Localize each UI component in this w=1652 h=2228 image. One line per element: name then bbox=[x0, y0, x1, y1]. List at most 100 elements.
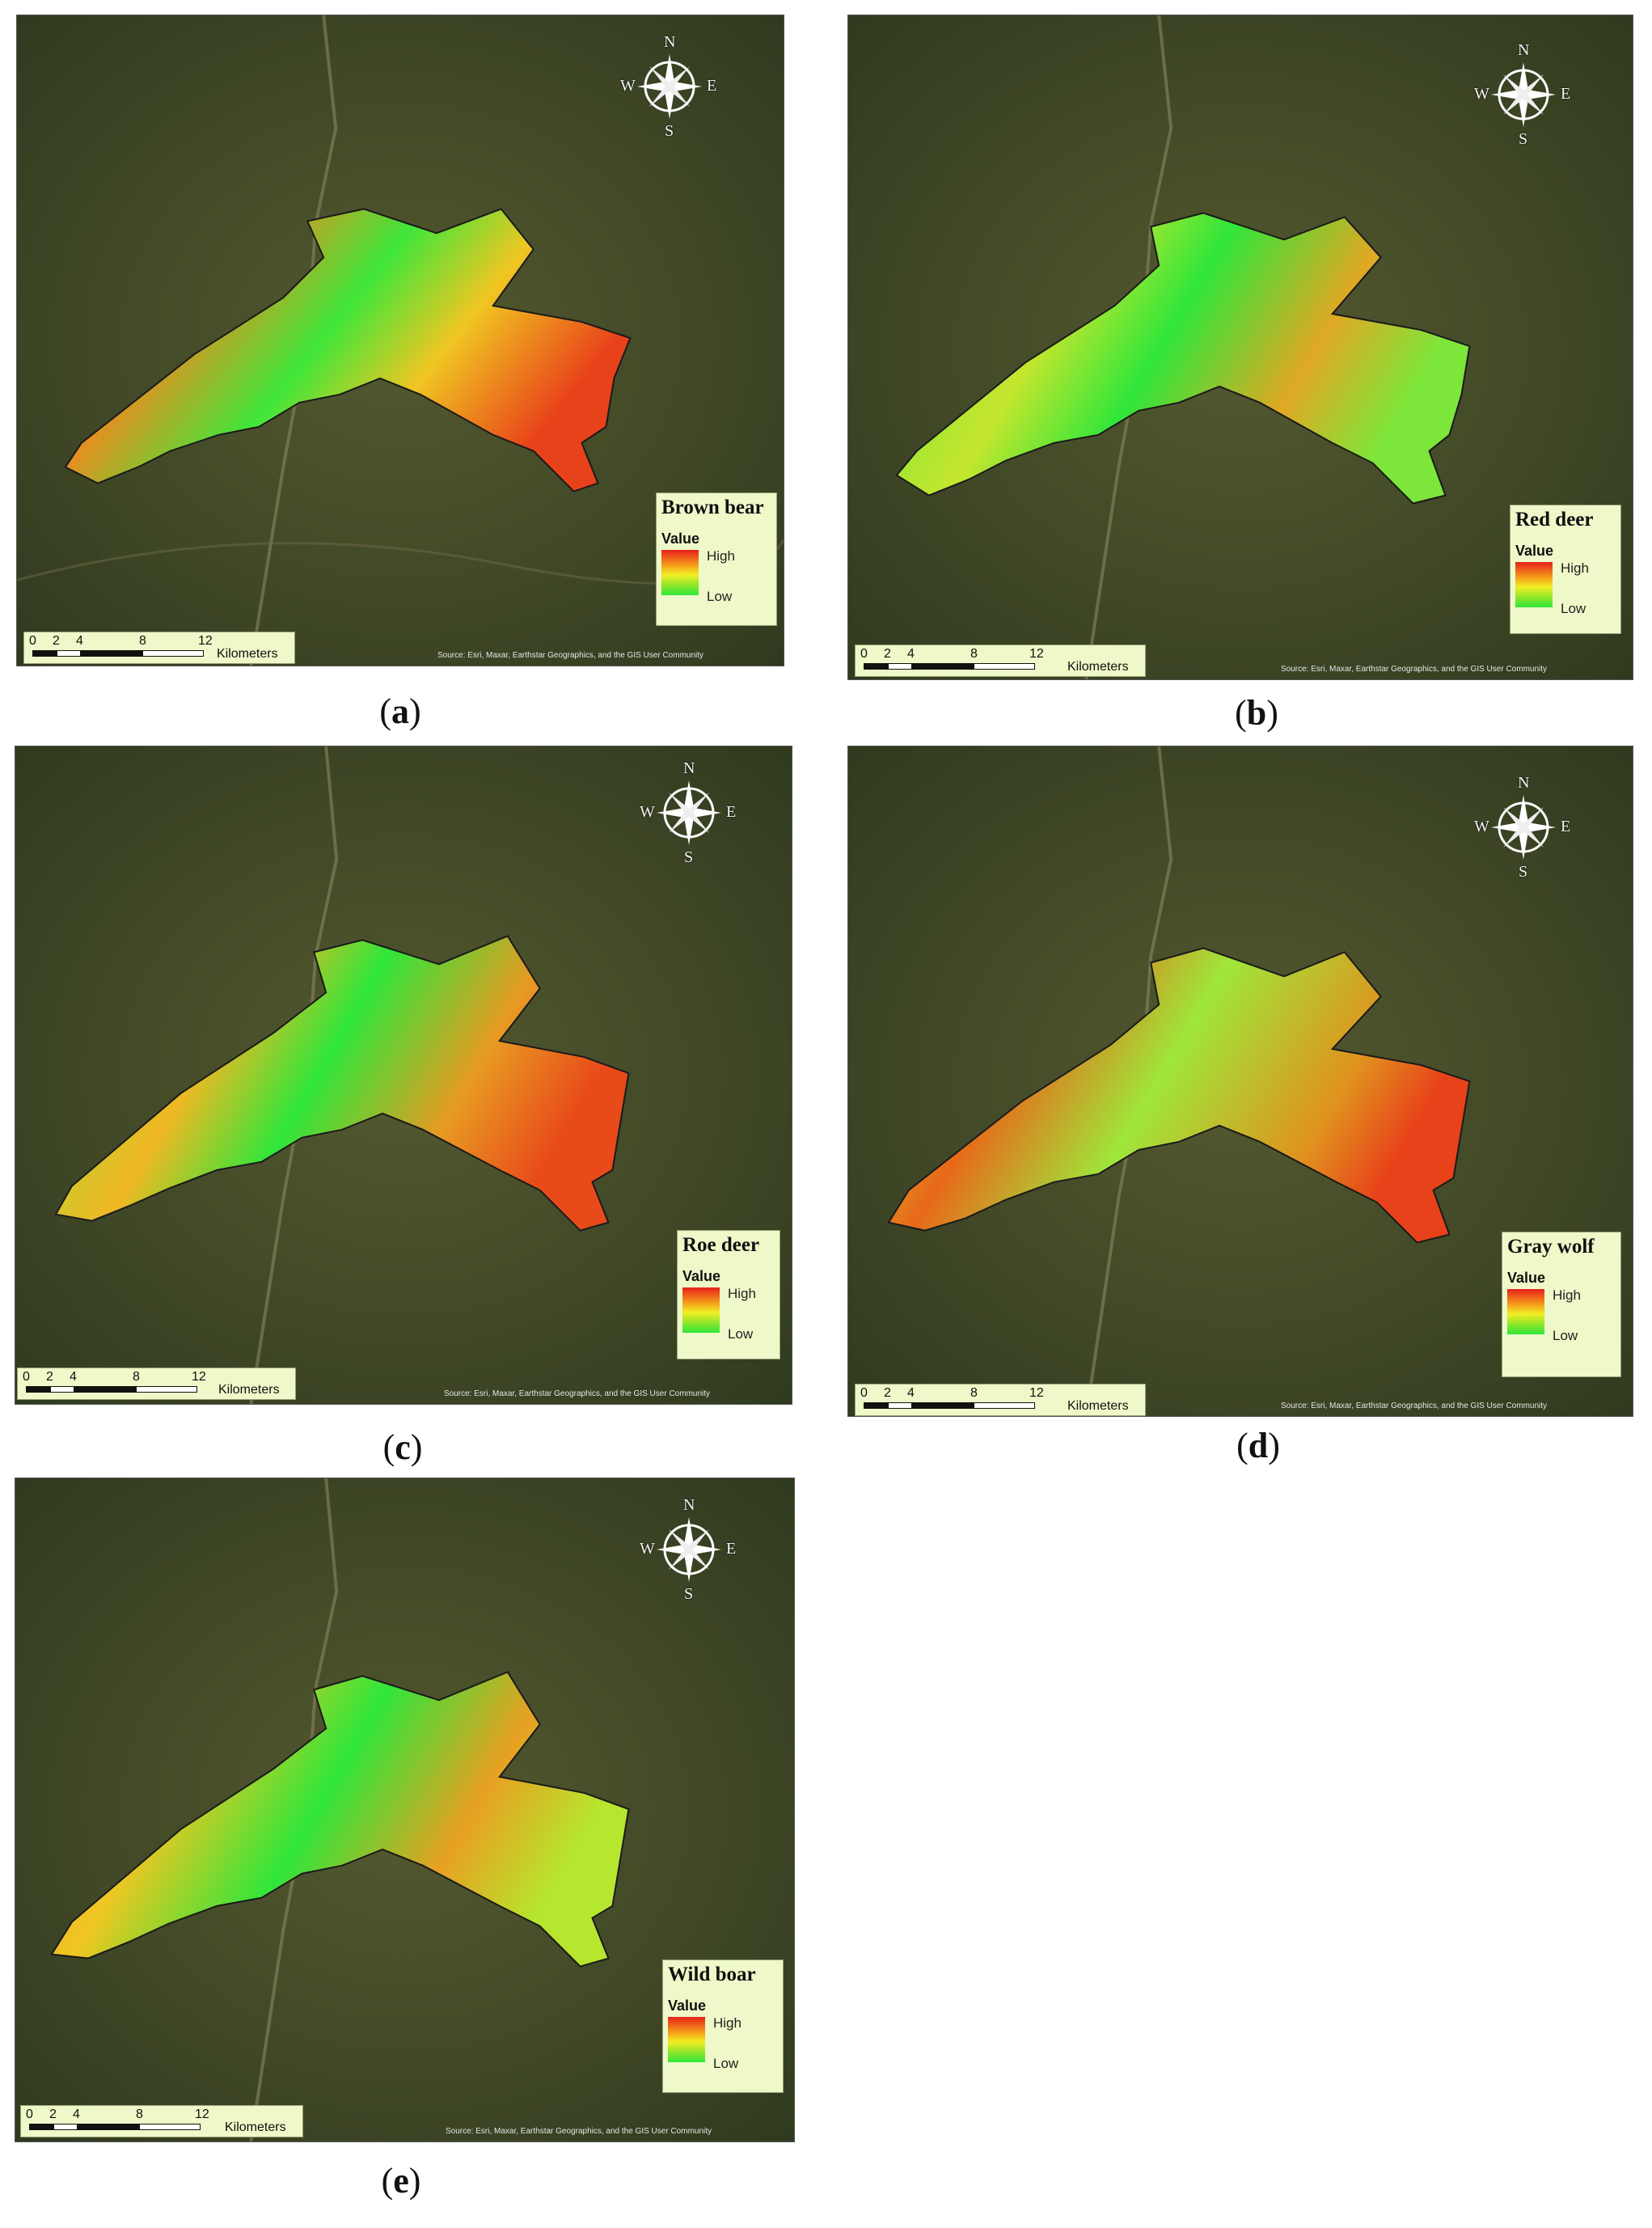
scale-bar-segment bbox=[888, 663, 912, 670]
legend: Gray wolf Value High Low bbox=[1502, 1232, 1621, 1377]
scale-tick: 0 bbox=[29, 634, 36, 648]
legend-low-label: Low bbox=[1561, 601, 1587, 616]
compass-west: W bbox=[640, 803, 655, 821]
compass-west: W bbox=[620, 77, 636, 95]
scale-tick: 12 bbox=[192, 1370, 206, 1384]
satellite-map: N S W E Brown bear Value High Low 0 2 4 … bbox=[16, 15, 784, 666]
scale-bar-segment bbox=[864, 1402, 888, 1409]
compass-east: E bbox=[726, 803, 737, 821]
legend-high-label: High bbox=[728, 1286, 756, 1301]
terrain-basemap bbox=[848, 15, 1633, 679]
scale-tick: 0 bbox=[860, 647, 868, 661]
panel-caption: (a) bbox=[379, 691, 421, 731]
legend-value-label: Value bbox=[1515, 543, 1554, 559]
habitat-suitability-area bbox=[895, 212, 1471, 505]
scale-tick: 8 bbox=[970, 1386, 978, 1400]
habitat-suitability-area bbox=[54, 935, 630, 1232]
scale-bar: 0 2 4 8 12 Kilometers bbox=[17, 1368, 296, 1400]
legend-value-label: Value bbox=[682, 1268, 721, 1284]
scale-tick: 0 bbox=[860, 1386, 868, 1400]
scale-tick: 4 bbox=[73, 2108, 80, 2121]
compass-east: E bbox=[1561, 818, 1571, 835]
satellite-map: N S W E Wild boar Value High Low 0 2 4 8… bbox=[15, 1478, 795, 2142]
scale-bar-segment bbox=[912, 663, 974, 670]
legend-low-label: Low bbox=[1553, 1328, 1578, 1343]
legend-high-label: High bbox=[1553, 1287, 1581, 1303]
color-ramp bbox=[661, 550, 699, 595]
compass-north: N bbox=[1518, 774, 1530, 792]
compass-north: N bbox=[1518, 41, 1530, 59]
legend-low-label: Low bbox=[728, 1326, 754, 1342]
compass-rose-icon: N S W E bbox=[1474, 774, 1571, 881]
scale-bar-segment bbox=[53, 2124, 78, 2130]
scale-tick: 12 bbox=[1029, 647, 1044, 661]
habitat-suitability-area bbox=[887, 947, 1471, 1244]
color-ramp bbox=[1515, 562, 1553, 607]
map-attribution: Source: Esri, Maxar, Earthstar Geographi… bbox=[437, 651, 704, 660]
terrain-basemap bbox=[15, 746, 792, 1404]
scale-bar-segment bbox=[864, 663, 888, 670]
legend-high-label: High bbox=[707, 548, 735, 564]
compass-south: S bbox=[665, 122, 674, 140]
scale-unit: Kilometers bbox=[218, 1383, 280, 1397]
scale-bar-segment bbox=[139, 2124, 201, 2130]
compass-rose-icon: N S W E bbox=[1474, 41, 1571, 148]
scale-tick: 0 bbox=[26, 2108, 33, 2121]
satellite-map: N S W E Gray wolf Value High Low 0 2 4 8… bbox=[847, 746, 1633, 1417]
scale-bar-segment bbox=[974, 663, 1035, 670]
legend-low-label: Low bbox=[707, 589, 733, 604]
scale-tick: 12 bbox=[195, 2108, 209, 2121]
scale-unit: Kilometers bbox=[225, 2120, 286, 2134]
compass-east: E bbox=[726, 1540, 737, 1558]
panel-caption: (c) bbox=[382, 1427, 423, 1467]
legend-species-title: Roe deer bbox=[682, 1234, 760, 1256]
scale-tick: 4 bbox=[907, 647, 915, 661]
scale-bar-segment bbox=[912, 1402, 974, 1409]
legend-species-title: Red deer bbox=[1515, 509, 1594, 531]
scale-tick: 0 bbox=[23, 1370, 30, 1384]
map-panel-a: N S W E Brown bear Value High Low 0 2 4 … bbox=[16, 15, 784, 731]
legend-high-label: High bbox=[1561, 560, 1589, 576]
map-panel-d: N S W E Gray wolf Value High Low 0 2 4 8… bbox=[847, 746, 1633, 1465]
compass-east: E bbox=[1561, 85, 1571, 103]
compass-west: W bbox=[640, 1540, 655, 1558]
compass-south: S bbox=[684, 848, 694, 866]
scale-tick: 2 bbox=[884, 1386, 891, 1400]
legend: Brown bear Value High Low bbox=[656, 493, 777, 626]
scale-tick: 4 bbox=[76, 634, 83, 648]
legend-low-label: Low bbox=[713, 2056, 739, 2071]
scale-bar-segment bbox=[888, 1402, 912, 1409]
legend: Wild boar Value High Low bbox=[662, 1960, 784, 2093]
scale-bar-segment bbox=[142, 650, 204, 657]
legend-species-title: Gray wolf bbox=[1507, 1236, 1595, 1258]
color-ramp bbox=[682, 1287, 720, 1333]
map-attribution: Source: Esri, Maxar, Earthstar Geographi… bbox=[1281, 665, 1548, 674]
map-attribution: Source: Esri, Maxar, Earthstar Geographi… bbox=[444, 1389, 711, 1398]
habitat-suitability-area bbox=[50, 1671, 630, 1968]
compass-west: W bbox=[1474, 818, 1489, 835]
scale-bar-segment bbox=[81, 650, 142, 657]
scale-tick: 8 bbox=[139, 634, 146, 648]
compass-north: N bbox=[683, 1496, 695, 1514]
legend: Red deer Value High Low bbox=[1510, 505, 1621, 634]
scale-bar-segment bbox=[57, 650, 81, 657]
scale-tick: 12 bbox=[1029, 1386, 1044, 1400]
compass-north: N bbox=[683, 759, 695, 777]
color-ramp bbox=[668, 2017, 705, 2062]
scale-tick: 2 bbox=[884, 647, 891, 661]
scale-unit: Kilometers bbox=[1067, 1399, 1129, 1413]
compass-rose-icon: N S W E bbox=[640, 759, 737, 866]
compass-south: S bbox=[684, 1585, 694, 1603]
compass-north: N bbox=[664, 33, 676, 51]
compass-east: E bbox=[707, 77, 717, 95]
scale-tick: 2 bbox=[49, 2108, 57, 2121]
scale-bar: 0 2 4 8 12 Kilometers bbox=[855, 1384, 1146, 1416]
scale-bar-segment bbox=[50, 1386, 74, 1393]
scale-tick: 8 bbox=[970, 647, 978, 661]
legend-species-title: Brown bear bbox=[661, 497, 764, 518]
map-attribution: Source: Esri, Maxar, Earthstar Geographi… bbox=[1281, 1401, 1548, 1410]
compass-west: W bbox=[1474, 85, 1489, 103]
scale-bar-segment bbox=[974, 1402, 1035, 1409]
legend-high-label: High bbox=[713, 2015, 741, 2031]
map-panel-e: N S W E Wild boar Value High Low 0 2 4 8… bbox=[15, 1478, 795, 2201]
